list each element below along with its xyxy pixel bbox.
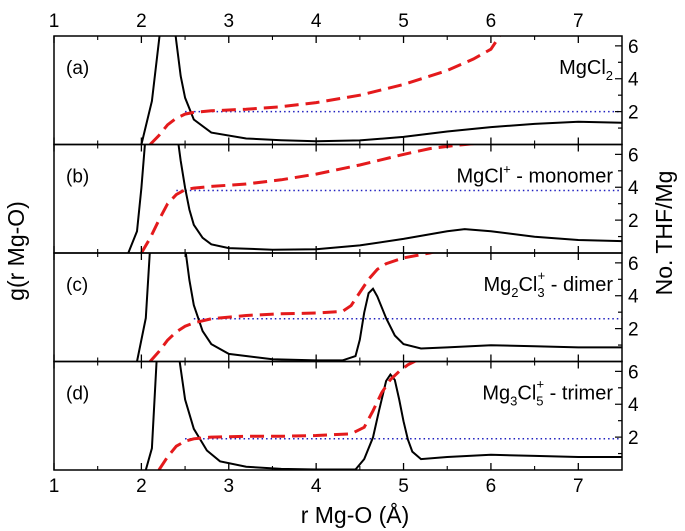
- right-tick-label: 6: [628, 254, 639, 275]
- rdf-curve: [144, 361, 622, 470]
- rdf-curve: [127, 144, 622, 253]
- rdf-curve: [136, 253, 622, 362]
- x-top-tick-label: 4: [311, 11, 322, 32]
- x-bottom-tick-label: 1: [49, 476, 60, 497]
- label-subscript: 5: [536, 394, 543, 409]
- label-base: Mg: [482, 383, 510, 405]
- panel-c: 246(c) Mg2Cl3+ - dimer: [53, 252, 639, 363]
- label-base: Mg: [483, 274, 511, 296]
- x-bottom-tick-label: 7: [573, 476, 584, 497]
- right-tick-label: 4: [628, 70, 639, 91]
- x-top-tick-label: 3: [223, 11, 234, 32]
- label-superscript: +: [503, 162, 511, 177]
- panel-tag: (d): [66, 384, 89, 405]
- label-tail: - trimer: [544, 383, 613, 405]
- label-mid: Cl: [518, 274, 537, 296]
- plot-area: [140, 36, 622, 145]
- label-subscript: 2: [606, 68, 613, 83]
- shared-axes: r Mg-O (Å) g(r Mg-O) No. THF/Mg 1 1 2 2 3 3 4 4…: [3, 11, 677, 528]
- label-tail: - dimer: [545, 274, 613, 296]
- right-tick-label: 2: [628, 103, 639, 124]
- compound-label: MgCl2: [559, 57, 613, 83]
- right-tick-label: 4: [628, 178, 639, 199]
- label-base: MgCl: [559, 57, 606, 79]
- x-top-tick-label: 2: [136, 11, 147, 32]
- label-subscript: 2: [511, 285, 518, 300]
- right-tick-label: 4: [628, 287, 639, 308]
- panel-tag: (a): [66, 58, 89, 79]
- x-bottom-tick-label: 3: [223, 476, 234, 497]
- panel-a: 246(a) MgCl2: [53, 35, 639, 146]
- coordination-curve: [148, 253, 436, 362]
- panel-tag: (c): [66, 275, 88, 296]
- label-tail: - monomer: [511, 166, 614, 188]
- x-top-tick-label: 7: [573, 11, 584, 32]
- panel-b: 2 4 6 (b) MgCl+ - monomer: [53, 143, 639, 254]
- label-subscript: 3: [537, 285, 544, 300]
- right-tick-label: 6: [628, 362, 639, 383]
- plot-area: [127, 144, 622, 253]
- x-bottom-tick-label: 4: [311, 476, 322, 497]
- panel-frame: [53, 360, 623, 471]
- right-tick-label: 2: [628, 320, 639, 341]
- compound-label: MgCl+ - monomer: [456, 162, 613, 188]
- label-base: MgCl: [456, 166, 503, 188]
- right-y-axis-title: No. THF/Mg: [651, 171, 677, 296]
- x-top-tick-label: 5: [398, 11, 409, 32]
- right-tick-label: 6: [628, 37, 639, 58]
- x-bottom-tick-label: 2: [136, 476, 147, 497]
- panel-frame: [53, 35, 623, 146]
- coordination-curve: [157, 361, 418, 470]
- left-y-axis-title: g(r Mg-O): [3, 201, 29, 301]
- label-mid: Cl: [517, 383, 536, 405]
- x-top-tick-label: 6: [486, 11, 497, 32]
- right-tick-label: 2: [628, 211, 639, 232]
- plot-area: [144, 361, 622, 470]
- compound-label: Mg2Cl3 + - dimer: [483, 268, 613, 300]
- rdf-curve: [140, 36, 622, 145]
- x-bottom-tick-label: 6: [486, 476, 497, 497]
- label-superscript: +: [538, 268, 546, 283]
- plot-area: [136, 253, 622, 362]
- coordination-curve: [140, 144, 482, 253]
- label-subscript: 3: [510, 394, 517, 409]
- right-tick-label: 2: [628, 428, 639, 449]
- compound-label: Mg3Cl5 + - trimer: [482, 377, 613, 409]
- coordination-curve: [149, 36, 501, 145]
- panel-tag: (b): [66, 167, 89, 188]
- x-axis-title: r Mg-O (Å): [301, 501, 410, 528]
- panel-d: 2 4 6 (d) Mg3Cl5 + - trimer: [53, 360, 639, 471]
- label-superscript: +: [537, 377, 545, 392]
- x-bottom-tick-label: 5: [398, 476, 409, 497]
- right-tick-label: 6: [628, 145, 639, 166]
- x-top-tick-label: 1: [49, 11, 60, 32]
- right-tick-label: 4: [628, 395, 639, 416]
